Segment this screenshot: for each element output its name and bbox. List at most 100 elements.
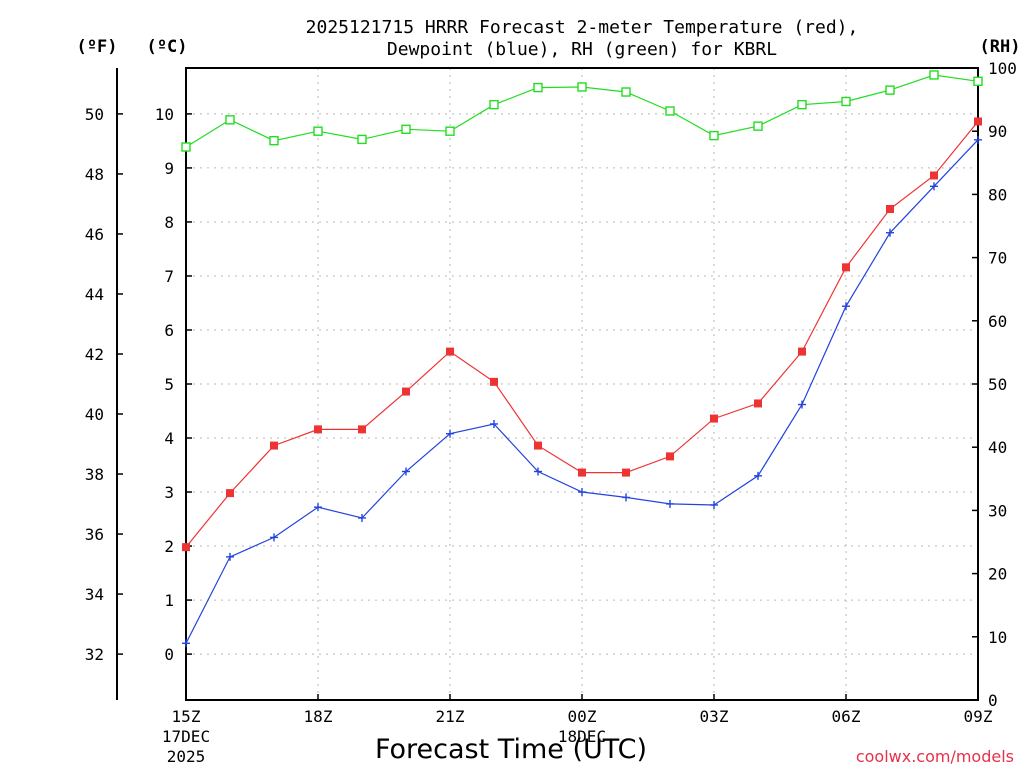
rh-point: [313, 126, 323, 136]
fahrenheit-tick-label: 34: [85, 585, 104, 604]
dewpoint-point: [314, 503, 322, 512]
rh-tick-label: 10: [988, 628, 1007, 647]
dewpoint-point: [930, 182, 938, 191]
rh-tick-label: 100: [988, 59, 1017, 78]
dewpoint-point: [226, 552, 234, 561]
celsius-tick-label: 10: [155, 105, 174, 124]
rh-point: [797, 99, 807, 110]
rh-point: [753, 121, 763, 131]
fahrenheit-tick-label: 48: [85, 165, 104, 184]
rh-point: [401, 124, 411, 135]
rh-point: [841, 96, 851, 107]
temperature-point: [358, 425, 366, 434]
temperature-point: [446, 347, 454, 356]
celsius-unit-label: (ºC): [147, 37, 188, 57]
temperature-point: [842, 263, 850, 272]
fahrenheit-tick-label: 40: [85, 405, 104, 424]
rh-tick-label: 0: [988, 691, 998, 710]
x-tick-date-label: 18DEC: [558, 727, 606, 746]
rh-point: [181, 142, 191, 152]
temperature-point: [666, 452, 674, 461]
dewpoint-point: [490, 419, 498, 428]
celsius-tick-label: 8: [164, 213, 174, 232]
rh-point: [973, 76, 983, 86]
rh-point: [533, 82, 543, 93]
temperature-point: [226, 489, 234, 498]
dewpoint-point: [974, 135, 982, 144]
temperature-point: [974, 117, 982, 126]
rh-unit-label: (RH): [980, 37, 1021, 57]
x-tick-label: 21Z: [436, 707, 465, 726]
x-tick-label: 18Z: [304, 707, 333, 726]
dewpoint-point: [446, 429, 454, 438]
chart-title-line2: Dewpoint (blue), RH (green) for KBRL: [387, 39, 777, 60]
temperature-point: [578, 468, 586, 477]
temperature-point: [490, 377, 498, 386]
data-series: [181, 70, 983, 648]
dewpoint-point: [754, 471, 762, 480]
dewpoint-point: [578, 488, 586, 497]
rh-tick-label: 60: [988, 312, 1007, 331]
rh-point: [621, 87, 631, 97]
x-tick-year-label: 2025: [167, 747, 206, 766]
grid-lines: [186, 68, 978, 700]
chart-title-line1: 2025121715 HRRR Forecast 2-meter Tempera…: [306, 17, 859, 38]
rh-point: [357, 134, 367, 145]
celsius-tick-label: 1: [164, 591, 174, 610]
x-axis-label: Forecast Time (UTC): [375, 734, 647, 765]
celsius-tick-label: 6: [164, 321, 174, 340]
temperature-point: [710, 414, 718, 423]
rh-tick-label: 80: [988, 185, 1007, 204]
dewpoint-point: [622, 493, 630, 502]
rh-tick-label: 20: [988, 565, 1007, 584]
temperature-point: [930, 171, 938, 180]
rh-point: [885, 85, 895, 95]
temperature-point: [182, 543, 190, 552]
dewpoint-point: [842, 302, 850, 311]
celsius-tick-label: 7: [164, 267, 174, 286]
x-tick-label: 00Z: [568, 707, 597, 726]
rh-tick-label: 90: [988, 122, 1007, 141]
axis-ticks: 0123456789103234363840424446485001020304…: [85, 59, 1017, 766]
rh-tick-label: 50: [988, 375, 1007, 394]
temperature-point: [886, 204, 894, 213]
temperature-point: [754, 399, 762, 408]
x-tick-label: 15Z: [172, 707, 201, 726]
dewpoint-point: [358, 513, 366, 522]
rh-tick-label: 70: [988, 249, 1007, 268]
temperature-point: [622, 468, 630, 477]
x-tick-label: 06Z: [832, 707, 861, 726]
rh-point: [489, 99, 499, 110]
rh-tick-label: 40: [988, 438, 1007, 457]
temperature-point: [534, 441, 542, 450]
fahrenheit-tick-label: 42: [85, 345, 104, 364]
celsius-tick-label: 3: [164, 483, 174, 502]
temperature-point: [798, 347, 806, 356]
x-tick-date-label: 17DEC: [162, 727, 210, 746]
credit-text: coolwx.com/models: [856, 747, 1014, 766]
celsius-tick-label: 5: [164, 375, 174, 394]
temperature-point: [402, 387, 410, 396]
rh-point: [929, 70, 939, 80]
dewpoint-point: [666, 499, 674, 508]
x-tick-label: 03Z: [700, 707, 729, 726]
rh-point: [225, 115, 235, 125]
fahrenheit-tick-label: 50: [85, 105, 104, 124]
fahrenheit-unit-label: (ºF): [77, 37, 118, 57]
dewpoint-point: [402, 467, 410, 476]
celsius-tick-label: 9: [164, 159, 174, 178]
rh-point: [577, 82, 587, 92]
fahrenheit-tick-label: 36: [85, 525, 104, 544]
rh-tick-label: 30: [988, 501, 1007, 520]
temperature-point: [270, 441, 278, 450]
rh-point: [445, 126, 455, 136]
celsius-tick-label: 2: [164, 537, 174, 556]
dewpoint-point: [710, 500, 718, 509]
x-tick-label: 09Z: [964, 707, 993, 726]
fahrenheit-tick-label: 38: [85, 465, 104, 484]
fahrenheit-tick-label: 46: [85, 225, 104, 244]
temperature-point: [314, 425, 322, 434]
celsius-tick-label: 0: [164, 645, 174, 664]
dewpoint-point: [182, 639, 190, 648]
